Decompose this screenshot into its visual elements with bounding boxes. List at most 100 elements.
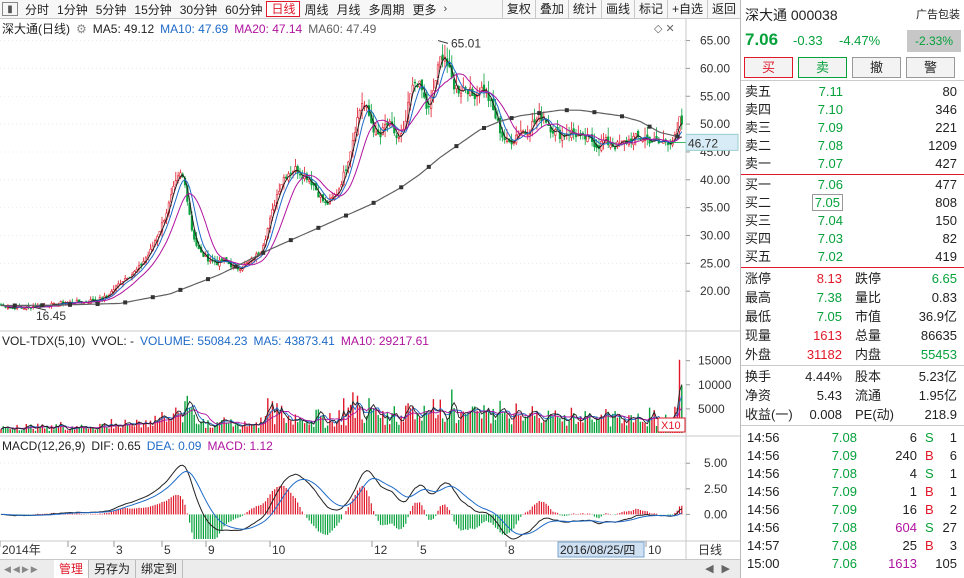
asks-price: 7.10 — [779, 101, 843, 119]
stat-row: 最高 7.38 量比 0.83 — [741, 288, 964, 307]
candle-body — [503, 137, 506, 141]
asks-row[interactable]: 卖二 7.08 1209 — [741, 137, 964, 155]
dea-line — [1, 470, 683, 535]
period-tab-6[interactable]: 日线 — [266, 1, 301, 17]
tick-list[interactable]: 14:56 7.08 6 S 1 14:56 7.09 240 B 6 14:56 7.08 4 S 1 14… — [741, 427, 964, 573]
ad-label[interactable]: 广告包装 — [916, 9, 960, 21]
more-arrow-icon[interactable]: › — [443, 3, 448, 15]
candle-body — [246, 262, 249, 264]
stat-value: 55453 — [920, 347, 957, 362]
candle-body — [464, 87, 467, 89]
asks-row[interactable]: 卖五 7.11 80 — [741, 83, 964, 101]
tick-volume: 6 — [909, 430, 917, 445]
tick-row[interactable]: 14:56 7.09 16 B 2 — [741, 501, 964, 519]
period-tab-8[interactable]: 月线 — [336, 2, 361, 17]
vol-y-tick-label: 5000 — [698, 402, 725, 416]
last-price: 7.06 — [745, 30, 779, 49]
tab-scroll-arrows-icon[interactable]: ◀◀▶▶ — [4, 563, 40, 574]
period-tab-9[interactable]: 多周期 — [368, 2, 405, 17]
vol-line — [0, 384, 683, 431]
tick-row[interactable]: 14:56 7.08 604 S 27 — [741, 519, 964, 537]
current-price-tag — [685, 133, 739, 151]
candle-body — [634, 133, 637, 139]
toolbar-button-0[interactable]: 复权 — [501, 0, 535, 19]
bids-row[interactable]: 买四 7.03 82 — [741, 230, 964, 248]
asks-row[interactable]: 卖三 7.09 221 — [741, 119, 964, 137]
high-annotation: 65.01 — [451, 36, 481, 50]
candle-body — [423, 92, 426, 98]
stat-value: 7.05 — [816, 309, 842, 324]
sell-button[interactable]: 卖 — [798, 56, 847, 78]
tick-row[interactable]: 14:57 7.08 25 B 3 — [741, 537, 964, 555]
ask-book: 卖五 7.11 80 卖四 7.10 346 卖三 7.09 221 卖二 7.08 1209 卖一 7.… — [741, 83, 964, 173]
main-legend: 深大通(日线) ⚙ MA5: 49.12 MA10: 47.69 MA20: 4… — [0, 21, 376, 37]
bids-price-text: 7.02 — [817, 249, 843, 264]
tick-row[interactable]: 15:00 7.06 1613 105 — [741, 555, 964, 573]
asks-price: 7.09 — [779, 119, 843, 137]
bids-volume: 150 — [935, 213, 957, 228]
asks-row[interactable]: 卖四 7.10 346 — [741, 101, 964, 119]
bids-row[interactable]: 买一 7.06 477 — [741, 176, 964, 194]
tick-row[interactable]: 14:56 7.09 240 B 6 — [741, 447, 964, 465]
period-tab-1[interactable]: 1分钟 — [57, 2, 88, 17]
bottom-tab-2[interactable]: 绑定到 — [136, 560, 184, 578]
period-tab-2[interactable]: 5分钟 — [95, 2, 127, 17]
settings-gear-icon[interactable]: ⚙ — [76, 21, 87, 36]
candle-body — [554, 129, 557, 136]
low-pointer — [33, 306, 47, 311]
ma60-marker — [123, 300, 128, 305]
cancel-order-button[interactable]: 撤 — [852, 56, 901, 78]
chart-canvas[interactable]: 65.0060.0055.0050.0045.0040.0035.0030.00… — [0, 19, 740, 559]
asks-volume: 221 — [935, 120, 957, 135]
tick-volume: 1613 — [888, 556, 917, 571]
tick-direction: B — [925, 538, 934, 553]
asks-row[interactable]: 卖一 7.07 427 — [741, 155, 964, 173]
toolbar-button-6[interactable]: 返回 — [706, 0, 740, 19]
candle-body — [22, 308, 26, 310]
bids-row[interactable]: 买三 7.04 150 — [741, 212, 964, 230]
period-tab-10[interactable]: 更多 — [412, 2, 437, 17]
ma60-marker — [509, 116, 514, 121]
bids-label: 买五 — [745, 249, 772, 264]
bottom-tab-1[interactable]: 另存为 — [89, 560, 137, 578]
ma60-marker — [454, 144, 459, 149]
stat-value: 1.95亿 — [918, 388, 957, 403]
x-axis-label: 5 — [164, 543, 171, 557]
bid-book: 买一 7.06 477 买二 7.05 808 买三 7.04 150 买四 7.03 82 买五 7.0… — [741, 176, 964, 266]
asks-price-text: 7.10 — [817, 102, 843, 117]
toolbar-button-4[interactable]: 标记 — [633, 0, 667, 19]
kline-chart[interactable]: 65.00 60.00 55.00 50.00 45.00 40.00 35.00 30.00… — [0, 19, 740, 559]
bottom-tab-0[interactable]: 管理 — [54, 560, 90, 578]
period-tab-3[interactable]: 15分钟 — [134, 2, 172, 17]
stat-label: 市值 — [855, 309, 882, 324]
bids-row[interactable]: 买二 7.05 808 — [741, 194, 964, 212]
period-tab-7[interactable]: 周线 — [304, 2, 329, 17]
alert-button[interactable]: 警 — [906, 56, 955, 78]
main-legend-title: 深大通(日线) — [2, 22, 70, 36]
toolbar-button-5[interactable]: +自选 — [666, 0, 707, 19]
stock-code: 000038 — [790, 7, 838, 23]
toggle-panel-icon[interactable]: ▮ — [2, 2, 18, 16]
tick-row[interactable]: 14:56 7.09 1 B 1 — [741, 483, 964, 501]
toolbar-button-2[interactable]: 统计 — [567, 0, 601, 19]
tick-row[interactable]: 14:56 7.08 6 S 1 — [741, 429, 964, 447]
period-tab-5[interactable]: 60分钟 — [225, 2, 263, 17]
period-tab-4[interactable]: 30分钟 — [179, 2, 218, 17]
period-tab-0[interactable]: 分时 — [25, 2, 50, 17]
ma60-marker — [68, 302, 72, 307]
candle-body — [140, 263, 143, 266]
chart-scroll-icons[interactable]: ◀▶ — [705, 563, 738, 575]
candle-body — [218, 259, 221, 267]
toolbar-button-1[interactable]: 叠加 — [534, 0, 568, 19]
toolbar-button-3[interactable]: 画线 — [600, 0, 634, 19]
bids-price-text: 7.04 — [817, 213, 843, 228]
ma20-value: MA20: 47.14 — [234, 21, 303, 36]
ma60-marker — [95, 302, 100, 307]
tick-time: 14:57 — [747, 538, 780, 553]
chart-options-icons[interactable]: ◇ ✕ — [654, 23, 675, 35]
bids-row[interactable]: 买五 7.02 419 — [741, 248, 964, 266]
tick-price: 7.09 — [831, 502, 857, 517]
tick-row[interactable]: 14:56 7.08 4 S 1 — [741, 465, 964, 483]
stat-label: 最高 — [745, 290, 772, 305]
buy-button[interactable]: 买 — [744, 56, 793, 78]
